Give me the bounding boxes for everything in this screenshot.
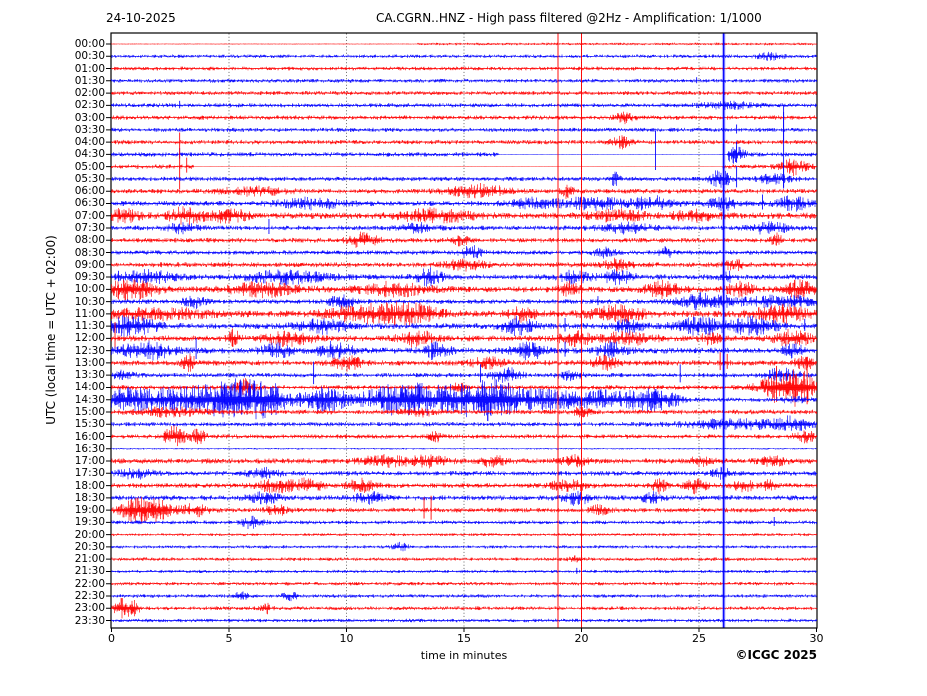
- y-tick-label: 10:00: [74, 283, 105, 296]
- y-tick-label: 09:30: [74, 271, 105, 284]
- y-tick-label: 07:00: [74, 209, 105, 222]
- y-tick-label: 08:00: [74, 234, 105, 247]
- y-tick-label: 22:00: [74, 577, 105, 590]
- y-tick-label: 03:30: [74, 123, 105, 136]
- y-tick-label: 20:00: [74, 528, 105, 541]
- y-tick-label: 03:00: [74, 111, 105, 124]
- x-tick-label: 25: [692, 632, 706, 645]
- y-tick-label: 00:30: [74, 50, 105, 63]
- x-axis-label: time in minutes: [420, 649, 508, 662]
- y-tick-label: 09:00: [74, 258, 105, 271]
- y-tick-label: 18:30: [74, 491, 105, 504]
- x-tick-label: 30: [809, 632, 824, 645]
- y-tick-label: 07:30: [74, 221, 105, 234]
- y-tick-label: 23:30: [74, 614, 105, 627]
- y-tick-label: 14:00: [74, 381, 105, 394]
- y-tick-label: 22:30: [74, 589, 105, 602]
- date-label: 24-10-2025: [106, 11, 176, 25]
- y-tick-label: 06:00: [74, 185, 105, 198]
- y-tick-label: 13:30: [74, 369, 105, 382]
- y-tick-label: 12:30: [74, 344, 105, 357]
- y-tick-label: 19:00: [74, 504, 105, 517]
- x-tick-label: 10: [339, 632, 354, 645]
- y-tick-label: 01:00: [74, 62, 105, 75]
- x-tick-label: 20: [574, 632, 589, 645]
- y-tick-label: 08:30: [74, 246, 105, 259]
- y-tick-label: 16:00: [74, 430, 105, 443]
- y-tick-label: 14:30: [74, 393, 105, 406]
- y-tick-label: 21:00: [74, 553, 105, 566]
- y-tick-label: 18:00: [74, 479, 105, 492]
- y-tick-label: 00:00: [74, 38, 105, 50]
- x-tick-label: 5: [225, 632, 233, 645]
- y-tick-label: 21:30: [74, 565, 105, 578]
- y-tick-label: 01:30: [74, 74, 105, 87]
- y-tick-label: 11:00: [74, 307, 105, 320]
- y-tick-label: 13:00: [74, 356, 105, 369]
- y-tick-label: 02:30: [74, 99, 105, 112]
- y-tick-label: 05:00: [74, 160, 105, 173]
- y-tick-label: 15:30: [74, 418, 105, 431]
- y-tick-label: 05:30: [74, 172, 105, 185]
- y-tick-label: 10:30: [74, 295, 105, 308]
- x-tick-label: 15: [457, 632, 471, 645]
- y-tick-label: 12:00: [74, 332, 105, 345]
- y-tick-label: 17:00: [74, 455, 105, 468]
- y-tick-label: 04:30: [74, 148, 105, 161]
- y-tick-label: 20:30: [74, 540, 105, 553]
- y-tick-label: 19:30: [74, 516, 105, 529]
- y-tick-label: 06:30: [74, 197, 105, 210]
- y-tick-label: 23:00: [74, 602, 105, 615]
- y-tick-label: 15:00: [74, 405, 105, 418]
- y-tick-label: 17:30: [74, 467, 105, 480]
- copyright-label: ©ICGC 2025: [735, 648, 817, 662]
- y-tick-label: 11:30: [74, 320, 105, 333]
- station-title: CA.CGRN..HNZ - High pass filtered @2Hz -…: [376, 11, 762, 25]
- y-tick-label: 02:00: [74, 87, 105, 100]
- y-tick-label: 16:30: [74, 442, 105, 455]
- x-tick-label: 0: [108, 632, 115, 645]
- y-tick-label: 04:00: [74, 136, 105, 149]
